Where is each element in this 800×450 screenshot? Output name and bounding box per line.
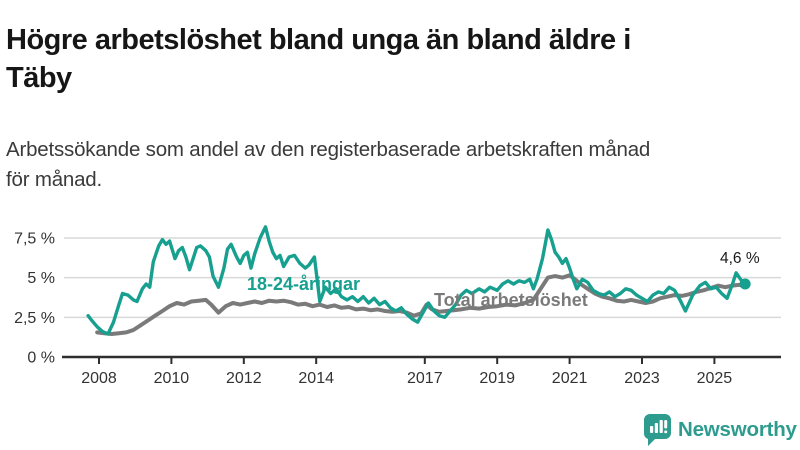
- series-label-18-24: 18-24-åringar: [247, 274, 361, 294]
- series-line-total-arbetsl-shet: [95, 273, 746, 336]
- x-axis-tick-label: 2023: [624, 370, 660, 387]
- latest-value-annotation: 4,6 %: [720, 250, 760, 267]
- latest-value-dot: [739, 278, 751, 290]
- x-axis-tick-label: 2010: [154, 370, 190, 387]
- newsworthy-logo: Newsworthy: [644, 414, 797, 446]
- series-label-total: Total arbetslöshet: [434, 290, 588, 310]
- y-axis-tick-label: 5 %: [27, 270, 55, 287]
- x-axis-tick-label: 2008: [81, 370, 117, 387]
- x-axis-tick-label: 2017: [407, 370, 443, 387]
- x-axis-tick-label: 2014: [298, 370, 334, 387]
- chart-subtitle: Arbetssökande som andel av den registerb…: [6, 135, 796, 195]
- x-axis-tick-label: 2019: [479, 370, 515, 387]
- subtitle-line-2: för månad.: [6, 167, 102, 191]
- newsworthy-logo-icon: [644, 414, 671, 446]
- subtitle-line-1: Arbetssökande som andel av den registerb…: [6, 137, 651, 161]
- x-axis-tick-label: 2025: [697, 370, 733, 387]
- newsworthy-logo-text: Newsworthy: [678, 418, 797, 441]
- title-line-1: Högre arbetslöshet bland unga än bland ä…: [6, 24, 631, 57]
- page-title: Högre arbetslöshet bland unga än bland ä…: [6, 21, 796, 97]
- title-line-2: Täby: [6, 62, 72, 95]
- y-axis-tick-label: 7,5 %: [14, 230, 55, 247]
- x-axis-tick-label: 2012: [226, 370, 262, 387]
- y-axis-tick-label: 2,5 %: [14, 310, 55, 327]
- series-line-18-24-ringar: [86, 225, 747, 336]
- x-axis-tick-label: 2021: [552, 370, 588, 387]
- y-axis-tick-label: 0 %: [27, 350, 55, 367]
